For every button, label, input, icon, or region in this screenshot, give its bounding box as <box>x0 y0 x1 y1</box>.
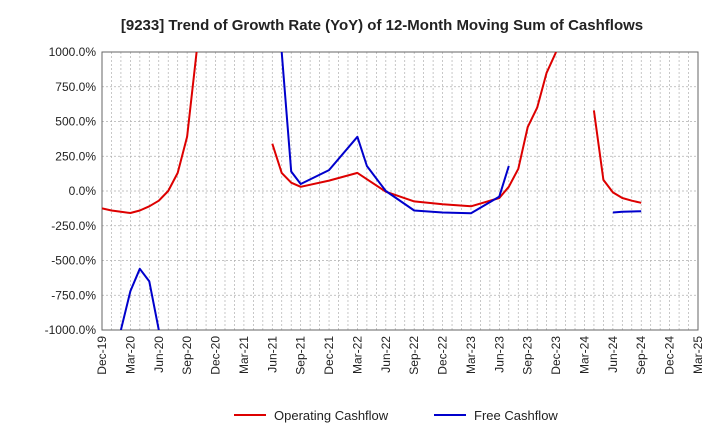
x-tick-label: Dec-21 <box>322 336 336 375</box>
series-line-operating-cashflow <box>592 110 642 204</box>
x-axis-ticks: Dec-19 Mar-20 Jun-20 Sep-20 Dec-20 Mar-21 Jun-… <box>95 336 705 375</box>
x-tick-label: Sep-22 <box>407 336 421 375</box>
x-tick-label: Mar-25 <box>691 336 705 374</box>
x-tick-label: Dec-24 <box>663 336 677 375</box>
x-tick-label: Jun-23 <box>492 336 506 373</box>
x-tick-label: Sep-21 <box>294 336 308 375</box>
x-tick-label: Jun-20 <box>152 336 166 373</box>
series-line-free-cashflow <box>119 267 160 330</box>
y-tick-label: 750.0% <box>55 80 96 94</box>
series-line-free-cashflow <box>280 52 510 215</box>
y-tick-label: -250.0% <box>51 219 96 233</box>
x-tick-label: Sep-24 <box>634 336 648 375</box>
x-tick-label: Sep-20 <box>180 336 194 375</box>
x-tick-label: Dec-19 <box>95 336 109 375</box>
x-tick-label: Jun-21 <box>265 336 279 373</box>
y-axis-ticks: 1000.0% 750.0% 500.0% 250.0% 0.0% -250.0% -500… <box>45 45 97 337</box>
y-tick-label: 250.0% <box>55 149 96 163</box>
x-tick-label: Mar-24 <box>577 336 591 374</box>
y-tick-label: -500.0% <box>51 254 96 268</box>
plot-area-frame <box>101 51 699 331</box>
series-layer <box>102 52 642 330</box>
x-tick-label: Sep-23 <box>521 336 535 375</box>
legend: Operating Cashflow Free Cashflow <box>234 408 558 423</box>
x-tick-label: Mar-21 <box>237 336 251 374</box>
series-line-free-cashflow <box>612 210 642 214</box>
y-tick-label: -1000.0% <box>45 323 97 337</box>
y-tick-label: -750.0% <box>51 288 96 302</box>
series-line-operating-cashflow <box>102 52 198 214</box>
x-tick-label: Dec-22 <box>436 336 450 375</box>
y-tick-label: 0.0% <box>69 184 97 198</box>
x-tick-label: Jun-24 <box>606 336 620 373</box>
x-tick-label: Mar-22 <box>350 336 364 374</box>
chart-title: [9233] Trend of Growth Rate (YoY) of 12-… <box>121 17 643 34</box>
legend-label-free-cashflow: Free Cashflow <box>474 408 558 423</box>
y-tick-label: 500.0% <box>55 115 96 129</box>
x-tick-label: Jun-22 <box>379 336 393 373</box>
x-tick-label: Dec-23 <box>549 336 563 375</box>
legend-label-operating-cashflow: Operating Cashflow <box>274 408 389 423</box>
series-line-operating-cashflow <box>271 52 558 208</box>
x-tick-label: Mar-23 <box>464 336 478 374</box>
x-tick-label: Mar-20 <box>123 336 137 374</box>
y-tick-label: 1000.0% <box>49 45 97 59</box>
x-tick-label: Dec-20 <box>209 336 223 375</box>
